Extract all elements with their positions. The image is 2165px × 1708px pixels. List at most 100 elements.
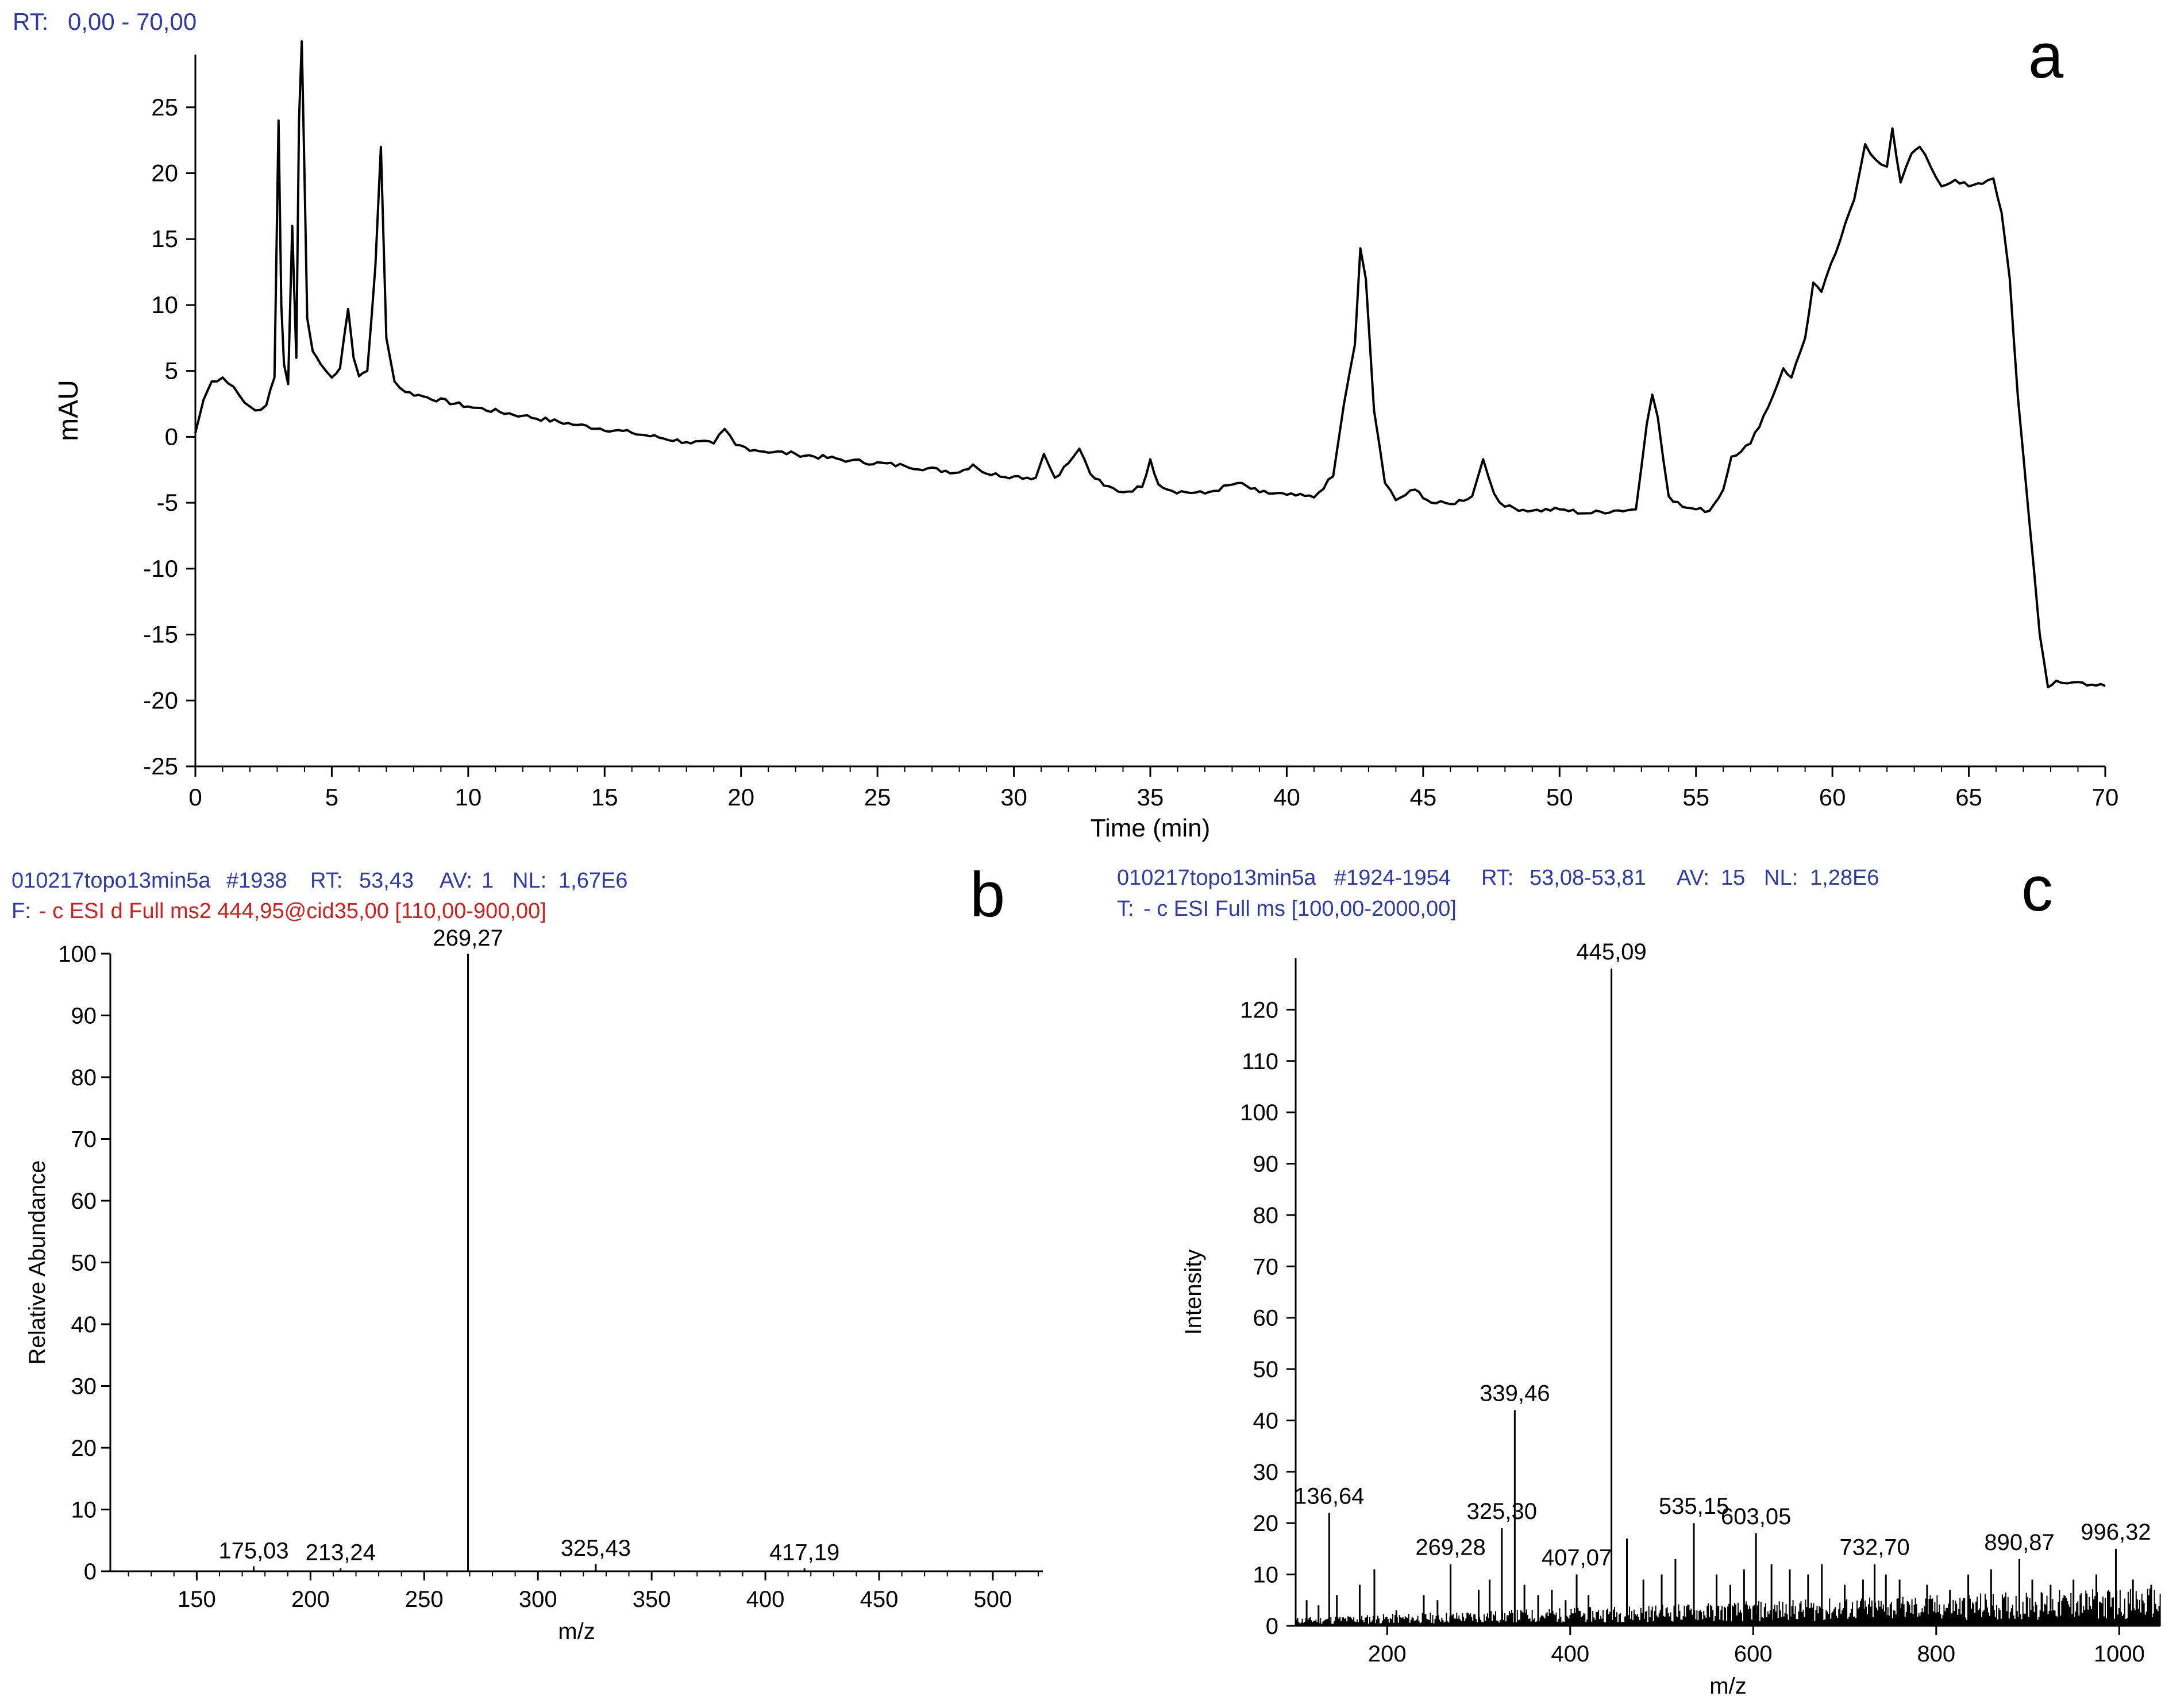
chart-c-x-ticks: 200 400 600 800 1000: [1368, 1626, 2145, 1667]
chart-a-y-label: mAU: [53, 380, 84, 441]
chart-c-x-tick-label: 1000: [2094, 1641, 2145, 1667]
chart-a-y-tick-label: 5: [165, 357, 178, 384]
chart-c-peak-label: 407,07: [1542, 1545, 1612, 1571]
chart-b-y-tick-label: 20: [71, 1436, 97, 1461]
chart-a-x-tick-label: 10: [454, 784, 481, 811]
chart-b-y-tick-label: 100: [58, 942, 97, 967]
chart-c-y-tick-label: 30: [1253, 1460, 1279, 1485]
chart-b-y-tick-label: 30: [71, 1374, 97, 1399]
chart-c-y-tick-label: 100: [1240, 1100, 1278, 1125]
chart-b-x-tick-label: 450: [860, 1587, 899, 1612]
chart-a-x-tick-label: 5: [325, 784, 338, 811]
panel-c-rt-value: 53,08-53,81: [1530, 866, 1646, 890]
chart-c-y-tick-label: 60: [1253, 1306, 1279, 1331]
chart-b-peak-label: 417,19: [769, 1540, 839, 1566]
chart-b-x-tick-label: 500: [974, 1587, 1012, 1612]
chart-b-y-tick-label: 10: [71, 1498, 97, 1523]
chart-c-x-tick-label: 200: [1368, 1641, 1407, 1667]
chart-a-y-tick-label: -20: [143, 687, 178, 714]
chart-c-y-tick-label: 20: [1253, 1511, 1279, 1536]
chart-a-y-tick-label: -15: [143, 621, 178, 648]
panel-c-header: 010217topo13min5a #1924-1954 RT: 53,08-5…: [1117, 866, 1879, 921]
panel-b-av-value: 1: [481, 869, 494, 893]
chart-a-y-tick-label: -25: [143, 753, 178, 780]
panel-c-av-label: AV:: [1677, 866, 1709, 890]
chart-b-x-ticks: 150 200 250 300 350 400 450 500: [128, 1571, 1039, 1612]
chart-c-y-tick-label: 80: [1253, 1203, 1279, 1228]
panel-a-rt-value: 0,00 - 70,00: [68, 8, 197, 35]
panel-a-letter: a: [2028, 21, 2064, 91]
chart-c-x-tick-label: 600: [1734, 1641, 1773, 1667]
chart-a-x-tick-label: 20: [727, 784, 754, 811]
chart-c-peak-label: 445,09: [1576, 939, 1646, 965]
chart-a-x-tick-label: 65: [1955, 784, 1982, 811]
chart-a-x-tick-label: 60: [1819, 784, 1846, 811]
chart-c-y-tick-label: 10: [1253, 1563, 1279, 1588]
chart-b-y-ticks: 0 10 20 30 40 50 60 70 80 90 100: [58, 942, 110, 1584]
panel-b-nl-value: 1,67E6: [558, 869, 627, 893]
chart-c-peak-label: 996,32: [2081, 1520, 2151, 1545]
panel-c-nl-value: 1,28E6: [1810, 866, 1879, 890]
svg-text:F: - c ESI d Full ms2 44: F: - c ESI d Full ms2 444,95@cid35,00 [1…: [11, 899, 546, 923]
chart-a-x-tick-label: 15: [591, 784, 618, 811]
chart-b-peak-label: 325,43: [561, 1536, 631, 1561]
chart-a-x-tick-label: 25: [864, 784, 891, 811]
chart-a-x-tick-label: 40: [1273, 784, 1300, 811]
chart-a: 0 5 10 15 20 25 30 35 40 45 50 55 60 65 70 -25-20-15-1…: [53, 40, 2119, 842]
chart-a-x-tick-label: 55: [1682, 784, 1709, 811]
chart-c-peak-label: 339,46: [1480, 1381, 1550, 1406]
panel-b-nl-label: NL:: [513, 869, 546, 893]
chart-c-y-tick-label: 50: [1253, 1357, 1279, 1382]
svg-text:010217topo13min5a #1924-: 010217topo13min5a #1924-1954 RT: 53,08-5…: [1117, 866, 1879, 890]
chart-c-y-tick-label: 120: [1240, 997, 1278, 1023]
chart-b-y-tick-label: 80: [71, 1065, 97, 1090]
panel-b-rt-label: RT:: [310, 869, 342, 893]
chart-c-y-label: Intensity: [1181, 1250, 1206, 1335]
chart-b-y-tick-label: 0: [84, 1559, 97, 1584]
chart-b-peak-label: 175,03: [218, 1538, 288, 1563]
panel-b-header: 010217topo13min5a #1938 RT: 53,43 AV: 1 …: [11, 869, 627, 923]
chart-b: 150 200 250 300 350 400 450 500 0 10 20 30 40 50 60 70…: [25, 926, 1043, 1644]
chart-b-x-tick-label: 400: [746, 1587, 785, 1612]
panel-b-file: 010217topo13min5a: [11, 869, 211, 893]
chart-b-x-tick-label: 300: [519, 1587, 557, 1612]
chart-b-x-tick-label: 350: [633, 1587, 671, 1612]
chart-b-x-tick-label: 200: [291, 1587, 330, 1612]
chart-a-x-tick-label: 35: [1137, 784, 1164, 811]
panel-b-rt-value: 53,43: [359, 869, 414, 893]
chart-a-x-label: Time (min): [1091, 814, 1211, 842]
panel-c-file: 010217topo13min5a: [1117, 866, 1316, 890]
panel-c-rt-label: RT:: [1481, 866, 1513, 890]
chart-b-x-tick-label: 150: [178, 1587, 216, 1612]
chart-b-peaks: 175,03 213,24 269,27 325,43 417,19: [218, 926, 839, 1571]
panel-b-letter: b: [970, 859, 1005, 930]
chart-c-peaks: 136,64 269,28 325,30 339,46 407,07 445,09 535,…: [1294, 939, 2151, 1626]
chart-c-y-tick-label: 110: [1242, 1049, 1278, 1074]
panel-b-av-label: AV:: [440, 869, 472, 893]
chart-a-y-tick-label: -10: [143, 555, 178, 582]
chart-b-peak-label: 213,24: [306, 1540, 376, 1566]
chart-c-y-tick-label: 0: [1266, 1614, 1278, 1639]
panel-b-filter-label: F:: [11, 899, 31, 923]
chart-b-peak-label: 269,27: [433, 926, 503, 951]
chart-c-x-tick-label: 800: [1917, 1641, 1955, 1667]
chart-a-y-tick-label: -5: [157, 489, 178, 516]
chart-c-peak-label: 890,87: [1984, 1530, 2054, 1555]
chart-a-y-tick-label: 25: [151, 94, 178, 121]
chart-a-y-tick-label: 10: [151, 291, 178, 318]
chart-a-y-ticks: -25 -20 -15 -10 -5 0 5 10 15 20 25: [143, 94, 195, 780]
chart-c-peak-label: 535,15: [1659, 1494, 1729, 1519]
chart-b-x-label: m/z: [558, 1619, 595, 1644]
chart-a-x-tick-label: 50: [1546, 784, 1573, 811]
chart-c: 200 400 600 800 1000 0 10 20 30 40 50 60 70 80 90 100 1…: [1181, 939, 2161, 1699]
chart-a-x-tick-label: 0: [188, 784, 202, 811]
chart-a-x-tick-label: 30: [1000, 784, 1027, 811]
chart-a-y-tick-label: 20: [151, 160, 178, 187]
panel-c-nl-label: NL:: [1764, 866, 1798, 890]
chart-c-x-tick-label: 400: [1551, 1641, 1589, 1667]
chart-c-x-label: m/z: [1709, 1674, 1746, 1699]
chart-c-y-tick-label: 90: [1253, 1152, 1279, 1177]
chart-a-x-tick-label: 70: [2092, 784, 2119, 811]
